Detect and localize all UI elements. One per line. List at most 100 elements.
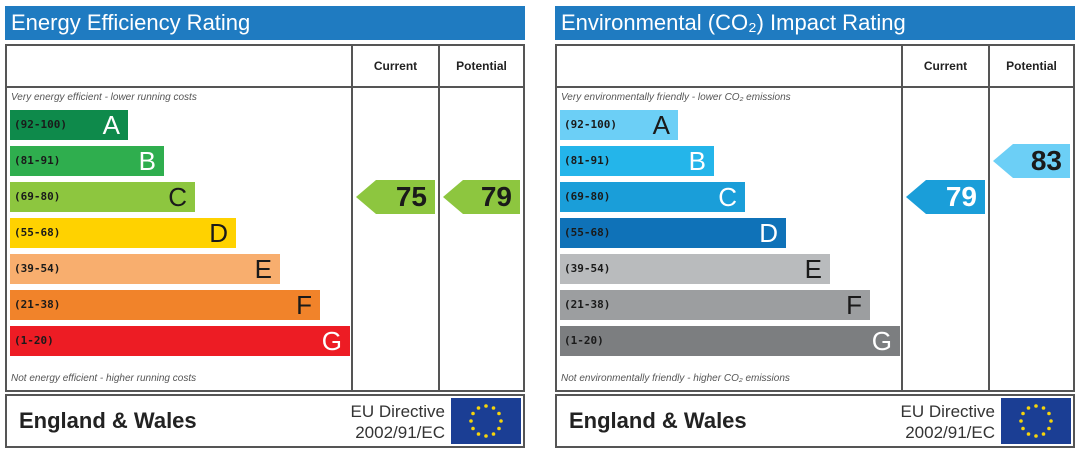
arrow-polygon [993,144,1070,178]
directive-number: 2002/91/EC [905,423,995,442]
rating-band-e: (39-54) E [560,254,830,284]
rating-chart-box: Current Potential Very environmentally f… [555,44,1075,392]
flag-star [484,404,488,408]
caption-bottom: Not energy efficient - higher running co… [11,373,197,384]
band-letter: B [688,146,706,176]
flag-star [476,406,481,410]
flag-star [1034,434,1038,438]
energy-efficiency-panel: Energy Efficiency Rating Current Potenti… [5,6,525,448]
current-column-header: Current [373,59,418,73]
arrow-polygon [356,180,435,214]
rating-band-b: (81-91) B [560,146,714,176]
rating-band-b: (81-91) B [10,146,164,176]
rating-band-d: (55-68) D [560,218,786,248]
band-letter: G [321,326,342,356]
potential-rating-arrow: 79 [443,180,520,214]
chart-title: Energy Efficiency Rating [5,6,525,40]
header-divider [7,86,523,88]
band-letter: B [138,146,156,176]
caption-top: Very energy efficient - lower running co… [11,92,197,103]
potential-arrow-shape [993,144,1070,178]
column-divider [351,46,353,390]
current-rating-value: 75 [395,181,427,212]
band-letter: C [168,182,187,212]
flag-star [1047,426,1051,431]
band-range-label: (81-91) [14,154,61,167]
current-rating-value: 79 [945,181,977,212]
flag-star [1019,419,1023,423]
band-range-label: (39-54) [564,262,611,275]
potential-column-header: Potential [456,59,507,73]
rating-band-e: (39-54) E [10,254,280,284]
current-arrow-shape [906,180,985,214]
footer: England & Wales EU Directive 2002/91/EC [555,394,1075,448]
footer: England & Wales EU Directive 2002/91/EC [5,394,525,448]
footer-region: England & Wales [19,408,197,433]
flag-star [1026,406,1031,410]
flag-star [1021,411,1025,416]
potential-rating-arrow: 83 [993,144,1070,178]
rating-band-f: (21-38) F [10,290,320,320]
band-range-label: (39-54) [14,262,61,275]
rating-band-c: (69-80) C [560,182,745,212]
rating-chart-box: Current Potential Very energy efficient … [5,44,525,392]
flag-star [499,419,503,423]
flag-star [1047,411,1051,416]
band-letter: D [759,218,778,248]
band-range-label: (21-38) [564,298,611,311]
flag-star [484,434,488,438]
directive-line: EU Directive [900,402,995,421]
band-letter: E [804,254,822,284]
rating-band-g: (1-20) G [10,326,350,356]
potential-rating-value: 83 [1030,145,1062,176]
caption-top: Very environmentally friendly - lower CO… [561,92,791,103]
flag-star [1026,432,1031,436]
band-range-label: (69-80) [564,190,611,203]
rating-band-c: (69-80) C [10,182,195,212]
band-range-label: (55-68) [564,226,611,239]
band-range-label: (92-100) [564,118,617,131]
footer-directive: EU Directive 2002/91/EC [351,401,445,443]
band-range-label: (69-80) [14,190,61,203]
rating-band-g: (1-20) G [560,326,900,356]
band-letter: A [102,110,120,140]
flag-star [491,406,496,410]
flag-star [1034,404,1038,408]
eu-flag-icon [451,398,521,444]
band-range-label: (55-68) [14,226,61,239]
band-letter: G [871,326,892,356]
band-letter: A [652,110,670,140]
directive-line: EU Directive [350,402,445,421]
column-divider [988,46,990,390]
arrow-polygon [443,180,520,214]
eu-flag-icon [1001,398,1071,444]
column-divider [438,46,440,390]
band-range-label: (81-91) [564,154,611,167]
caption-bottom: Not environmentally friendly - higher CO… [561,373,790,384]
band-range-label: (92-100) [14,118,67,131]
arrow-polygon [906,180,985,214]
directive-number: 2002/91/EC [355,423,445,442]
flag-star [471,411,475,416]
band-letter: D [209,218,228,248]
flag-star [491,432,496,436]
flag-star [471,426,475,431]
band-range-label: (1-20) [564,334,604,347]
band-letter: C [718,182,737,212]
header-divider [557,86,1073,88]
band-range-label: (21-38) [14,298,61,311]
rating-band-d: (55-68) D [10,218,236,248]
chart-title: Environmental (CO₂) Impact Rating [555,6,1075,40]
environmental-impact-panel: Environmental (CO₂) Impact Rating Curren… [555,6,1075,448]
current-column-header: Current [923,59,968,73]
current-arrow-shape [356,180,435,214]
band-letter: E [254,254,272,284]
footer-region: England & Wales [569,408,747,433]
band-range-label: (1-20) [14,334,54,347]
footer-directive: EU Directive 2002/91/EC [901,401,995,443]
potential-column-header: Potential [1006,59,1057,73]
current-rating-arrow: 75 [356,180,435,214]
rating-band-a: (92-100) A [10,110,128,140]
flag-star [1041,406,1046,410]
flag-star [1021,426,1025,431]
